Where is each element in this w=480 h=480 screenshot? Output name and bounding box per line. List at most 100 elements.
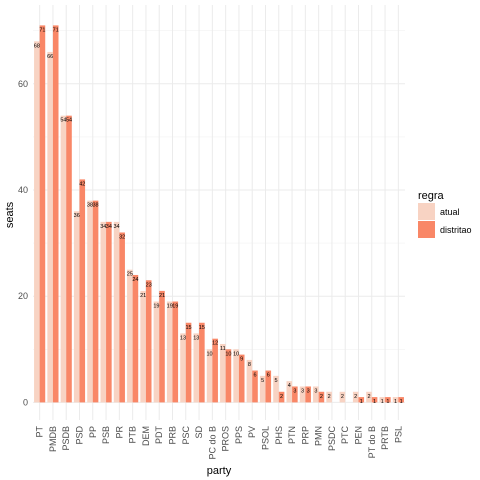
- bar-atual: [379, 397, 386, 403]
- bar-atual: [193, 333, 200, 403]
- x-tick-label: PDT: [154, 425, 164, 444]
- bar-atual: [127, 269, 133, 403]
- bar-distritao: [212, 338, 218, 403]
- legend: regra atual distritao: [418, 190, 472, 238]
- bar-distritao: [265, 370, 272, 403]
- bar-atual: [313, 386, 319, 403]
- data-label-distritao: 6: [267, 373, 270, 379]
- data-label-distritao: 1: [373, 399, 376, 405]
- bar-distritao: [92, 200, 99, 403]
- y-axis-ticks: 0 20 40 60: [18, 79, 28, 408]
- data-label-atual: 5: [274, 378, 277, 384]
- data-label-distritao: 3: [293, 388, 296, 394]
- x-tick-label: PMN: [314, 426, 324, 446]
- x-tick-label: PSL: [393, 426, 403, 443]
- data-label-atual: 68: [34, 43, 40, 49]
- bar-atual: [180, 333, 186, 403]
- bar-distritao: [79, 179, 86, 403]
- bar-distritao: [39, 25, 46, 403]
- data-label-atual: 4: [288, 383, 291, 389]
- data-label-atual: 38: [87, 203, 93, 209]
- bar-atual: [166, 301, 173, 403]
- y-tick-label: 20: [18, 291, 28, 301]
- bar-atual: [352, 391, 359, 403]
- data-label-distritao: 71: [39, 27, 45, 33]
- data-label-distritao: 42: [79, 181, 85, 187]
- data-label-distritao: 32: [119, 234, 125, 240]
- bar-atual: [60, 115, 67, 403]
- bar-distritao: [292, 386, 298, 403]
- x-tick-label: PP: [88, 426, 98, 438]
- data-label-atual: 2: [367, 394, 370, 400]
- data-label-distritao: 15: [186, 325, 192, 331]
- x-tick-label: PTC: [340, 425, 350, 444]
- data-label-atual: 8: [248, 362, 251, 368]
- data-label-atual: 10: [207, 351, 213, 357]
- bar-atual: [206, 349, 213, 403]
- y-tick-label: 60: [18, 79, 28, 89]
- bar-distritao: [145, 280, 152, 403]
- x-tick-label: PSDC: [327, 426, 337, 452]
- bar-atual: [366, 391, 372, 403]
- x-tick-label: PT do B: [367, 426, 377, 458]
- data-label-atual: 54: [60, 118, 66, 124]
- x-tick-label: PSOL: [261, 426, 271, 450]
- data-label-distritao: 6: [253, 373, 256, 379]
- x-tick-label: PV: [247, 426, 257, 438]
- bar-atual: [113, 221, 120, 403]
- data-label-distritao: 23: [146, 282, 152, 288]
- bar-distritao: [172, 301, 179, 403]
- data-label-atual: 3: [301, 388, 304, 394]
- bar-atual: [326, 391, 332, 403]
- bar-atual: [339, 391, 346, 403]
- bar-atual: [140, 290, 146, 403]
- bar-distritao: [119, 232, 125, 403]
- data-label-distritao: 2: [280, 394, 283, 400]
- legend-title: regra: [418, 190, 445, 202]
- bar-distritao: [52, 25, 59, 403]
- x-tick-label: PRP: [300, 426, 310, 445]
- bar-distritao: [305, 386, 311, 403]
- x-tick-label: PHS: [274, 426, 284, 445]
- bar-atual: [273, 375, 279, 403]
- data-label-distritao: 1: [360, 399, 363, 405]
- data-label-atual: 19: [153, 304, 159, 310]
- data-label-distritao: 21: [159, 293, 165, 299]
- bar-distritao: [358, 397, 365, 403]
- data-label-atual: 5: [261, 378, 264, 384]
- bar-distritao: [385, 397, 391, 403]
- data-label-distritao: 38: [93, 203, 99, 209]
- data-label-atual: 36: [74, 213, 80, 219]
- data-label-atual: 2: [328, 394, 331, 400]
- y-tick-label: 0: [23, 397, 28, 407]
- data-label-distritao: 54: [66, 118, 72, 124]
- data-label-atual: 34: [100, 224, 106, 230]
- data-label-distritao: 71: [53, 27, 59, 33]
- data-label-distritao: 15: [199, 325, 205, 331]
- bar-distritao: [398, 397, 404, 403]
- data-label-distritao: 10: [225, 351, 231, 357]
- x-tick-label: PPS: [234, 426, 244, 444]
- x-tick-label: PRB: [168, 426, 178, 445]
- data-label-atual: 2: [341, 394, 344, 400]
- data-label-distritao: 1: [386, 399, 389, 405]
- data-label-distritao: 1: [400, 399, 403, 405]
- data-label-atual: 3: [314, 388, 317, 394]
- data-label-atual: 1: [381, 399, 384, 405]
- x-tick-label: PSC: [181, 426, 191, 445]
- data-label-distritao: 2: [320, 394, 323, 400]
- bar-distritao: [225, 349, 232, 403]
- x-tick-label: PSD: [75, 426, 85, 445]
- x-tick-label: PMDB: [48, 426, 58, 452]
- legend-label-atual: atual: [440, 207, 460, 217]
- legend-label-distritao: distritao: [440, 225, 472, 235]
- bar-distritao: [66, 115, 72, 403]
- y-tick-label: 40: [18, 185, 28, 195]
- data-label-atual: 13: [180, 335, 186, 341]
- data-label-atual: 21: [140, 293, 146, 299]
- x-axis-title: party: [207, 465, 232, 477]
- bar-atual: [87, 200, 93, 403]
- bar-distritao: [371, 397, 378, 403]
